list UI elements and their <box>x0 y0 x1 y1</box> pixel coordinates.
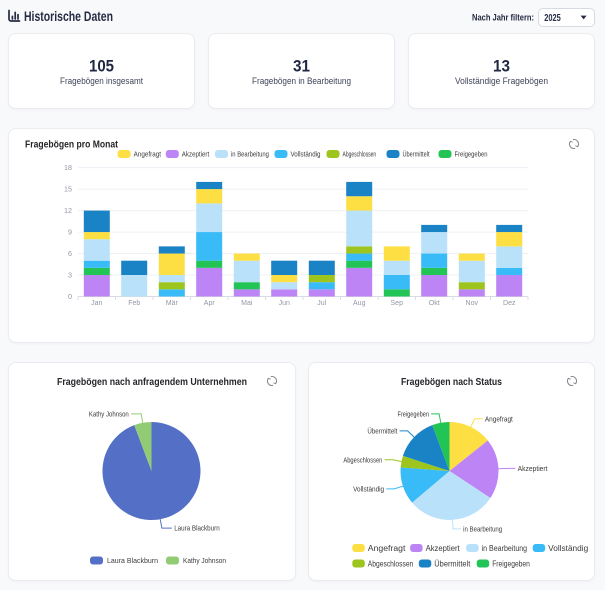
svg-text:Fragebögen pro Monat: Fragebögen pro Monat <box>25 139 118 151</box>
svg-text:105: 105 <box>89 58 114 76</box>
svg-text:Apr: Apr <box>204 300 216 307</box>
svg-text:Vollständig: Vollständig <box>353 485 384 494</box>
svg-text:Kathy Johnson: Kathy Johnson <box>89 410 129 419</box>
svg-text:in Bearbeitung: in Bearbeitung <box>482 544 527 553</box>
svg-text:9: 9 <box>68 227 72 236</box>
svg-text:Abgeschlossen: Abgeschlossen <box>343 455 382 464</box>
svg-text:Angefragt: Angefragt <box>368 544 407 553</box>
svg-text:Laura Blackburn: Laura Blackburn <box>174 524 220 533</box>
svg-text:Akzeptiert: Akzeptiert <box>426 544 461 553</box>
svg-text:Jul: Jul <box>317 300 326 307</box>
svg-text:Historische Daten: Historische Daten <box>24 8 113 24</box>
svg-text:Fragebögen in Bearbeitung: Fragebögen in Bearbeitung <box>252 76 351 86</box>
svg-text:0: 0 <box>68 292 72 301</box>
svg-text:2025: 2025 <box>544 12 561 24</box>
svg-text:31: 31 <box>293 58 310 76</box>
svg-text:Kathy Johnson: Kathy Johnson <box>183 556 226 565</box>
svg-text:Vollständig: Vollständig <box>291 150 321 159</box>
svg-text:Fragebögen nach Status: Fragebögen nach Status <box>401 376 502 388</box>
svg-text:Laura Blackburn: Laura Blackburn <box>107 556 158 565</box>
svg-text:15: 15 <box>64 184 72 193</box>
svg-text:in Bearbeitung: in Bearbeitung <box>231 150 269 159</box>
svg-text:12: 12 <box>64 206 72 215</box>
svg-text:Übermittelt: Übermittelt <box>403 150 430 159</box>
svg-text:Mär: Mär <box>166 300 179 307</box>
svg-text:13: 13 <box>493 58 510 76</box>
svg-text:Akzeptiert: Akzeptiert <box>518 464 549 473</box>
svg-text:Nov: Nov <box>466 300 479 307</box>
svg-text:Freigegeben: Freigegeben <box>455 150 488 159</box>
svg-text:6: 6 <box>68 249 72 258</box>
svg-text:Aug: Aug <box>353 300 366 307</box>
svg-text:Okt: Okt <box>429 300 440 307</box>
svg-text:in Bearbeitung: in Bearbeitung <box>463 524 502 533</box>
svg-text:Mai: Mai <box>241 300 253 307</box>
svg-text:Fragebögen insgesamt: Fragebögen insgesamt <box>60 76 143 86</box>
svg-text:Vollständig: Vollständig <box>548 544 588 553</box>
svg-text:Freigegeben: Freigegeben <box>398 410 429 419</box>
svg-text:Angefragt: Angefragt <box>485 414 514 423</box>
svg-text:Übermittelt: Übermittelt <box>434 560 471 569</box>
svg-text:Übermittelt: Übermittelt <box>367 427 398 436</box>
svg-text:18: 18 <box>64 163 72 172</box>
svg-text:Jan: Jan <box>91 300 102 307</box>
svg-text:Vollständige Fragebögen: Vollständige Fragebögen <box>455 76 548 86</box>
svg-text:Angefragt: Angefragt <box>134 150 161 159</box>
svg-text:Feb: Feb <box>128 300 140 307</box>
svg-text:Sep: Sep <box>391 300 404 307</box>
svg-text:Freigegeben: Freigegeben <box>492 560 530 569</box>
svg-text:3: 3 <box>68 270 72 279</box>
svg-text:Nach Jahr filtern:: Nach Jahr filtern: <box>472 13 534 24</box>
svg-text:Jun: Jun <box>279 300 290 307</box>
svg-text:Abgeschlossen: Abgeschlossen <box>368 560 414 569</box>
svg-text:Akzeptiert: Akzeptiert <box>182 150 209 159</box>
svg-text:Fragebögen nach anfragendem Un: Fragebögen nach anfragendem Unternehmen <box>57 376 247 388</box>
svg-text:Dez: Dez <box>503 300 516 307</box>
svg-text:Abgeschlossen: Abgeschlossen <box>343 150 377 159</box>
